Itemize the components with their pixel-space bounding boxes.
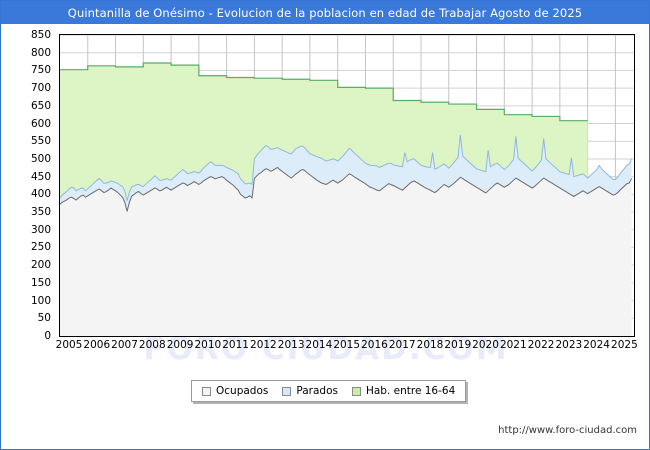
x-axis-tick-label: 2018 bbox=[416, 339, 444, 351]
y-axis-tick-label: 150 bbox=[30, 276, 51, 289]
x-axis-tick-label: 2010 bbox=[194, 339, 222, 351]
y-axis-tick-label: 100 bbox=[30, 294, 51, 307]
x-axis-tick-label: 2017 bbox=[388, 339, 416, 351]
x-axis-tick-label: 2016 bbox=[361, 339, 388, 351]
legend-item[interactable]: Hab. entre 16-64 bbox=[351, 385, 456, 397]
series-line-hab-16-64 bbox=[60, 62, 588, 122]
x-axis-tick-label: 2023 bbox=[555, 339, 583, 351]
y-axis-tick-label: 300 bbox=[30, 223, 51, 236]
legend-label: Ocupados bbox=[216, 385, 269, 397]
x-axis-tick-label: 2022 bbox=[527, 339, 555, 351]
legend-swatch-icon bbox=[351, 386, 361, 396]
y-axis-tick-label: 250 bbox=[30, 241, 51, 254]
legend-swatch-icon bbox=[202, 386, 211, 396]
x-axis-tick-label: 2014 bbox=[305, 339, 333, 351]
x-axis-labels: 2005 2006 2007 2008 2009 2010 2011 2012 2013 2014… bbox=[1, 339, 650, 355]
y-axis-tick-label: 550 bbox=[30, 135, 51, 148]
y-axis-tick-label: 450 bbox=[30, 170, 51, 183]
x-axis-tick-label: 2025 bbox=[611, 339, 638, 351]
chart-plot-area bbox=[59, 34, 635, 337]
x-axis-tick-label: 2011 bbox=[222, 339, 249, 351]
x-axis-tick-label: 2015 bbox=[333, 339, 361, 351]
window-title-bar: Quintanilla de Onésimo - Evolucion de la… bbox=[1, 1, 649, 24]
y-axis-tick-label: 350 bbox=[30, 206, 51, 219]
y-axis-tick-label: 850 bbox=[30, 29, 51, 41]
chart-legend: Ocupados Parados Hab. entre 16-64 bbox=[191, 380, 467, 402]
series-area-ocupados bbox=[60, 167, 632, 336]
chart-svg bbox=[60, 35, 634, 336]
x-axis-tick-label: 2024 bbox=[583, 339, 610, 351]
y-axis-tick-label: 200 bbox=[30, 259, 51, 272]
y-axis-tick-label: 0 bbox=[44, 330, 51, 342]
x-axis-tick-label: 2019 bbox=[444, 339, 472, 351]
page-title: Quintanilla de Onésimo - Evolucion de la… bbox=[67, 5, 583, 20]
legend-label: Parados bbox=[296, 385, 338, 397]
y-axis-tick-label: 750 bbox=[30, 64, 51, 77]
y-axis-tick-label: 650 bbox=[30, 99, 51, 112]
series-line-parados bbox=[60, 134, 633, 201]
y-axis-tick-label: 600 bbox=[30, 117, 51, 130]
series-line-ocupados bbox=[60, 166, 633, 212]
legend-label: Hab. entre 16-64 bbox=[365, 385, 456, 397]
y-axis-tick-label: 500 bbox=[30, 152, 51, 165]
y-axis-labels: 0 50 100 150 200 250 300 350 400 450 500 550 600 650 7… bbox=[1, 29, 55, 342]
x-axis-tick-label: 2012 bbox=[250, 339, 277, 351]
y-axis-tick-label: 50 bbox=[37, 312, 51, 325]
x-axis-tick-label: 2020 bbox=[472, 339, 499, 351]
legend-item[interactable]: Parados bbox=[282, 385, 338, 397]
y-axis-tick-label: 700 bbox=[30, 82, 51, 95]
x-axis-tick-label: 2006 bbox=[83, 339, 111, 351]
x-axis-tick-label: 2005 bbox=[55, 339, 83, 351]
x-axis-tick-label: 2007 bbox=[111, 339, 138, 351]
x-axis-tick-label: 2008 bbox=[138, 339, 166, 351]
y-axis-tick-label: 400 bbox=[30, 188, 51, 201]
x-axis-tick-label: 2009 bbox=[166, 339, 194, 351]
legend-item[interactable]: Ocupados bbox=[202, 385, 268, 397]
legend-swatch-icon bbox=[282, 386, 292, 396]
y-axis-tick-label: 800 bbox=[30, 46, 51, 59]
source-url: http://www.foro-ciudad.com bbox=[498, 425, 637, 436]
x-axis-tick-label: 2013 bbox=[277, 339, 305, 351]
x-axis-tick-label: 2021 bbox=[499, 339, 527, 351]
series-area-parados bbox=[60, 134, 632, 212]
